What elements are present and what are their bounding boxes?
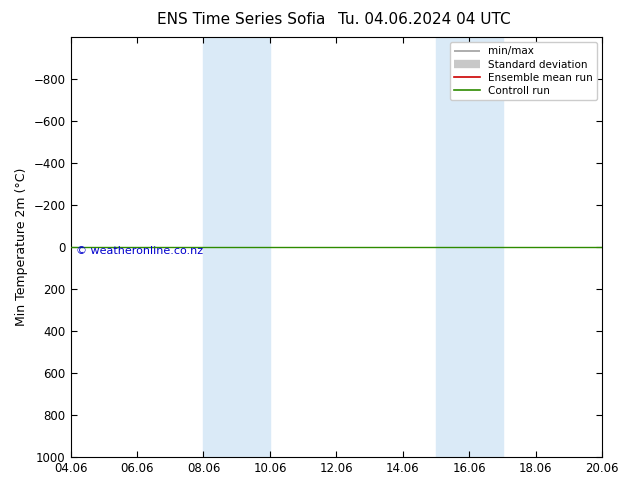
Y-axis label: Min Temperature 2m (°C): Min Temperature 2m (°C)	[15, 168, 28, 326]
Text: © weatheronline.co.nz: © weatheronline.co.nz	[76, 246, 203, 256]
Text: ENS Time Series Sofia: ENS Time Series Sofia	[157, 12, 325, 27]
Text: Tu. 04.06.2024 04 UTC: Tu. 04.06.2024 04 UTC	[339, 12, 511, 27]
Bar	[436, 37, 503, 457]
Bar	[204, 37, 270, 457]
Legend: min/max, Standard deviation, Ensemble mean run, Controll run: min/max, Standard deviation, Ensemble me…	[450, 42, 597, 100]
